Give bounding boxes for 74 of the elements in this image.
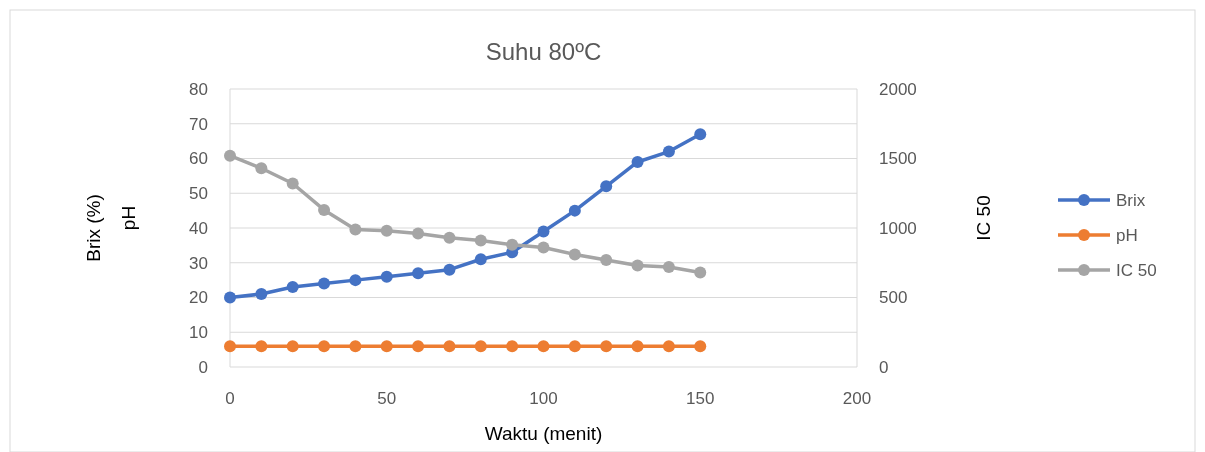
y2-tick-label: 0	[879, 357, 889, 377]
point	[474, 340, 487, 353]
x-tick-label: 50	[377, 389, 397, 408]
point	[380, 270, 393, 283]
point	[255, 162, 268, 175]
point	[380, 224, 393, 237]
point	[318, 277, 331, 290]
y-tick-label: 20	[189, 288, 208, 308]
point	[286, 340, 299, 353]
point	[224, 340, 236, 353]
y-tick-label: 80	[189, 79, 208, 99]
point	[568, 340, 581, 353]
y-tick-label: 70	[189, 114, 208, 134]
point	[443, 231, 456, 244]
y-tick-label: 50	[189, 184, 208, 204]
chart-title: Suhu 80ºC	[485, 38, 602, 65]
point	[349, 274, 362, 287]
point	[631, 155, 644, 168]
y-tick-label: 0	[198, 357, 208, 377]
y-tick-label: 60	[189, 149, 208, 169]
x-tick-label: 200	[842, 389, 872, 408]
point	[349, 340, 362, 353]
point	[662, 260, 675, 273]
x-tick-label: 150	[686, 389, 715, 408]
point	[255, 288, 268, 301]
y2-tick-label: 500	[879, 288, 908, 308]
point	[318, 203, 331, 216]
x-tick-label: 100	[529, 389, 558, 408]
point	[600, 340, 613, 353]
point	[662, 340, 675, 353]
point	[631, 340, 644, 353]
y-tick-label: 30	[189, 253, 208, 273]
point	[600, 253, 613, 266]
point	[224, 291, 236, 304]
point	[537, 225, 550, 238]
point	[318, 340, 331, 353]
x-tick-label: 0	[225, 389, 235, 408]
y2-tick-label: 2000	[879, 79, 917, 99]
point	[600, 180, 613, 193]
point	[694, 266, 707, 279]
point	[537, 241, 550, 254]
point	[349, 223, 362, 236]
point	[443, 263, 456, 276]
point	[694, 128, 707, 141]
legend-label: Brix	[1116, 190, 1146, 210]
legend-label: pH	[1116, 225, 1138, 245]
y-axis-title: Brix (%)	[83, 194, 104, 262]
text: pH	[118, 205, 139, 231]
legend-label: IC 50	[1116, 260, 1157, 280]
y-tick-label: 40	[189, 218, 208, 238]
point	[474, 253, 487, 266]
point	[631, 259, 644, 272]
point	[443, 340, 456, 353]
y-tick-label: 10	[189, 323, 208, 343]
point	[286, 177, 299, 190]
point	[380, 340, 393, 353]
point	[412, 340, 425, 353]
point	[412, 227, 425, 240]
point	[506, 238, 519, 251]
y2-tick-label: 1500	[879, 149, 917, 169]
point	[224, 149, 236, 162]
x-axis-title: Waktu (menit)	[484, 423, 603, 444]
point	[255, 340, 268, 353]
point	[474, 234, 487, 247]
point	[568, 248, 581, 261]
y2-tick-label: 1000	[879, 218, 917, 238]
point	[412, 267, 425, 280]
point	[568, 204, 581, 217]
point	[506, 340, 519, 353]
point	[286, 281, 299, 294]
y2-axis-title: IC 50	[973, 195, 994, 241]
point	[662, 145, 675, 158]
point	[537, 340, 550, 353]
point	[694, 340, 707, 353]
